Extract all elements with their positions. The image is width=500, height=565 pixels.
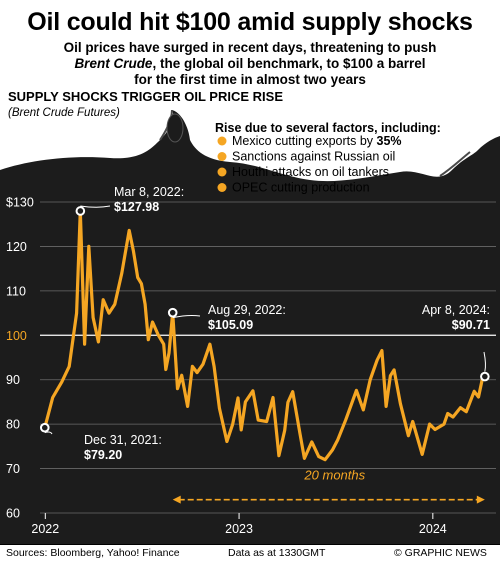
annotation-marker	[75, 206, 86, 216]
factor-item: Sanctions against Russian oil	[232, 150, 395, 164]
factor-bullet-icon	[217, 152, 227, 161]
span-label: 20 months	[303, 468, 365, 483]
annotation-marker	[480, 371, 490, 382]
annotation-date: Dec 31, 2021:	[84, 433, 162, 447]
factor-item: OPEC cutting production	[232, 181, 370, 195]
annotation-date: Aug 29, 2022:	[208, 303, 286, 317]
y-axis: $130 120 110 100 90 80 70 60	[6, 196, 34, 521]
annotations: Dec 31, 2021:$79.20 Mar 8, 2022:$127.98 Au…	[39, 185, 490, 462]
factor-item: Mexico cutting exports by 35%	[232, 134, 402, 148]
annotation-date: Apr 8, 2024:	[422, 303, 490, 317]
factors-box: Rise due to several factors, including: …	[215, 121, 441, 195]
factor-bullet-icon	[217, 136, 227, 146]
subhead-line-2-rest: , the global oil benchmark, to $100 a ba…	[152, 56, 426, 71]
footer-credit: © GRAPHIC NEWS	[394, 547, 487, 559]
factors-title: Rise due to several factors, including:	[215, 121, 441, 135]
oil-background	[0, 110, 500, 544]
y-tick-label: 120	[6, 240, 27, 254]
y-tick-label: 80	[6, 418, 20, 432]
annotation-marker	[39, 422, 50, 433]
oil-droplet	[166, 113, 184, 143]
span-marker: 20 months	[172, 468, 485, 504]
y-tick-label: 60	[6, 507, 20, 521]
grid	[40, 201, 496, 514]
subhead-line-2: Brent Crude, the global oil benchmark, t…	[30, 56, 470, 72]
subhead-line-1: Oil prices have surged in recent days, t…	[63, 40, 437, 55]
annotation-value: $90.71	[452, 318, 490, 332]
span-arrow-right-icon	[476, 495, 485, 504]
span-arrow-left-icon	[172, 495, 181, 504]
annotation-leader	[80, 205, 111, 208]
annotation-marker	[167, 307, 178, 318]
chart-title: SUPPLY SHOCKS TRIGGER OIL PRICE RISE	[8, 89, 283, 104]
price-series	[43, 209, 487, 462]
y-tick-label: 100	[6, 329, 27, 343]
subheadline: Oil prices have surged in recent days, t…	[30, 40, 470, 88]
subhead-line-3: for the first time in almost two years	[134, 72, 366, 87]
footer-source: Sources: Bloomberg, Yahoo! Finance	[6, 547, 180, 559]
footer-rule	[0, 544, 500, 545]
annotation-date: Mar 8, 2022:	[114, 185, 184, 199]
chart-subtitle: (Brent Crude Futures)	[8, 107, 120, 119]
x-axis: 2022 2023 2024	[31, 513, 447, 536]
x-tick-label: 2024	[419, 522, 447, 536]
annotation-value: $79.20	[84, 448, 122, 462]
annotation-leader	[483, 351, 486, 372]
chart: SUPPLY SHOCKS TRIGGER OIL PRICE RISE (Br…	[0, 89, 500, 544]
annotation-value: $127.98	[114, 200, 159, 214]
y-tick-label: 110	[6, 284, 26, 298]
factor-item: Houthi attacks on oil tankers	[232, 165, 389, 179]
factor-bullet-icon	[217, 183, 227, 192]
annotation-leader	[44, 431, 53, 435]
annotation-value: $105.09	[208, 318, 253, 332]
price-line	[43, 209, 487, 462]
footer-data-time: Data as at 1330GMT	[228, 547, 326, 559]
y-tick-label: 90	[6, 373, 20, 387]
y-tick-label: $130	[6, 196, 34, 210]
y-tick-label: 70	[6, 462, 20, 476]
factors-list: Mexico cutting exports by 35% Sanctions a…	[217, 134, 402, 195]
x-tick-label: 2022	[31, 522, 59, 536]
annotation-leader	[172, 314, 201, 319]
headline: Oil could hit $100 amid supply shocks	[27, 8, 473, 36]
x-tick-label: 2023	[225, 522, 253, 536]
factor-bullet-icon	[217, 167, 227, 177]
subhead-brent-crude: Brent Crude	[74, 56, 153, 71]
